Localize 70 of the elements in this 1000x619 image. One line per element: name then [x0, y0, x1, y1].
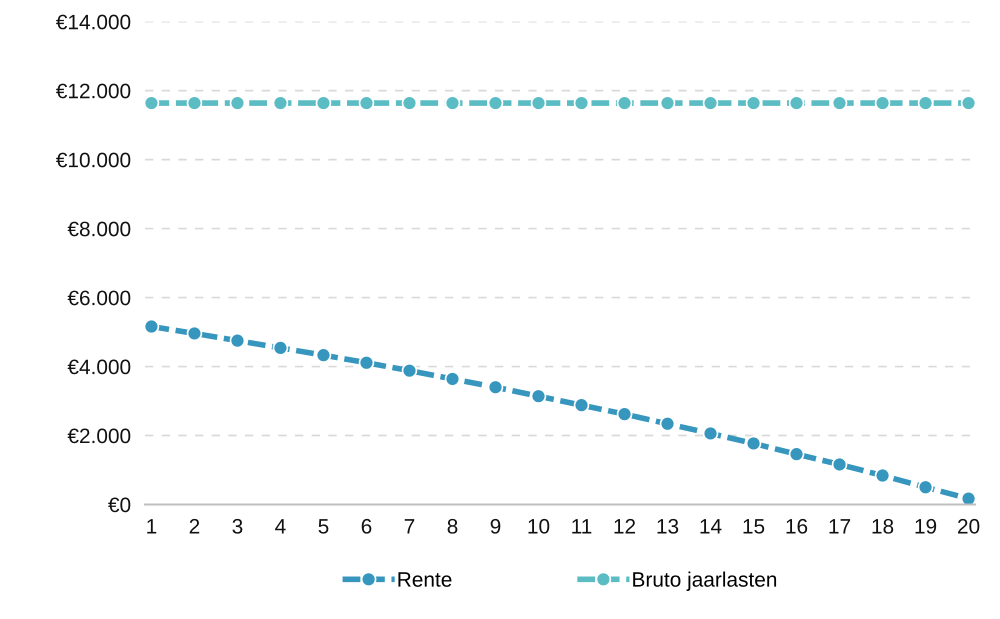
x-tick-label: 14 — [700, 519, 722, 534]
point — [960, 95, 975, 111]
point — [574, 95, 590, 111]
x-tick-label: 19 — [916, 518, 936, 534]
y-tick-label: €6.000 — [68, 290, 130, 306]
point — [402, 95, 418, 111]
point — [272, 340, 288, 356]
point — [746, 436, 762, 452]
point — [874, 468, 890, 484]
point — [358, 354, 374, 371]
x-tick-label: 16 — [786, 518, 808, 534]
legend-label: Rente — [398, 572, 452, 587]
point — [574, 397, 590, 413]
x-tick-label: 15 — [744, 519, 764, 534]
point — [788, 95, 804, 111]
x-tick-label: 9 — [490, 518, 500, 534]
point — [746, 95, 762, 111]
point — [788, 446, 804, 462]
point — [230, 332, 246, 348]
x-tick-label: 11 — [572, 519, 592, 534]
point — [832, 95, 848, 111]
y-tick-label: €14.000 — [56, 14, 130, 30]
point — [186, 95, 202, 111]
x-tick-label: 3 — [232, 518, 242, 534]
x-tick-label: 13 — [658, 518, 678, 534]
x-tick-label: 5 — [318, 519, 328, 534]
point — [660, 95, 676, 111]
point — [616, 95, 632, 111]
y-tick-label: €8.000 — [68, 222, 130, 236]
point — [186, 326, 202, 342]
point — [444, 371, 460, 387]
x-tick-label: 20 — [958, 518, 980, 534]
x-tick-label: 2 — [190, 518, 200, 534]
y-tick-label: €12.000 — [56, 84, 130, 98]
y-tick-label: €0 — [108, 497, 130, 512]
point — [960, 490, 975, 504]
point — [530, 95, 546, 111]
y-tick-label: €2.000 — [68, 428, 130, 444]
x-tick-label: 10 — [528, 518, 550, 534]
point — [918, 95, 934, 111]
x-tick-label: 8 — [448, 518, 458, 534]
x-tick-label: 18 — [872, 518, 894, 534]
point — [316, 95, 332, 111]
legend-label: Bruto jaarlasten — [633, 572, 776, 591]
x-tick-label: 12 — [614, 518, 636, 534]
point — [230, 95, 246, 111]
point — [145, 95, 160, 111]
x-tick-label: 17 — [830, 519, 850, 534]
point — [272, 95, 288, 111]
x-tick-label: 7 — [404, 519, 414, 534]
point — [488, 95, 504, 111]
x-tick-label: 6 — [362, 518, 372, 534]
point — [316, 347, 332, 363]
point — [660, 416, 676, 432]
point — [402, 362, 418, 378]
point — [145, 318, 160, 334]
point — [702, 426, 718, 442]
point — [444, 95, 460, 111]
point — [488, 379, 504, 396]
point — [918, 479, 934, 496]
point — [874, 95, 890, 111]
point — [358, 95, 374, 111]
point — [530, 388, 546, 404]
point — [832, 456, 848, 472]
point — [616, 406, 632, 422]
point — [702, 95, 718, 111]
y-tick-label: €10.000 — [56, 152, 130, 168]
x-tick-label: 1 — [147, 519, 156, 534]
x-tick-label: 4 — [275, 519, 286, 534]
y-tick-label: €4.000 — [68, 360, 130, 374]
